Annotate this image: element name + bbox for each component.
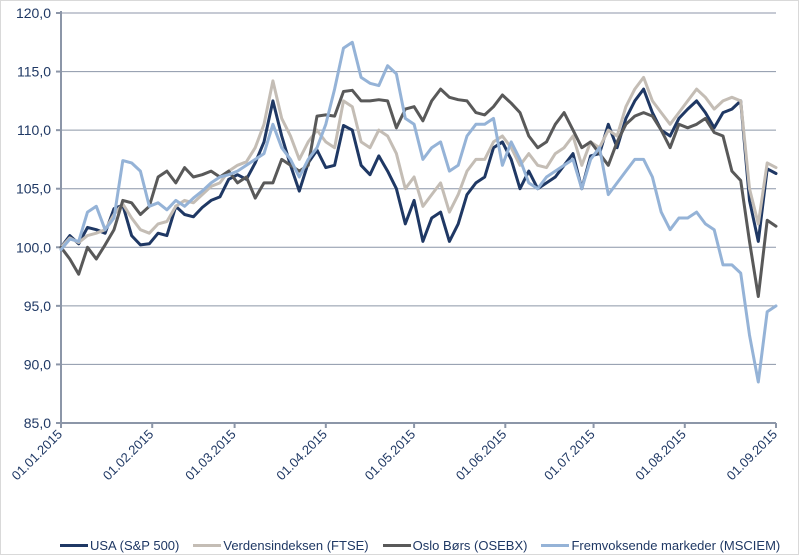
series-line-3 [59, 40, 778, 384]
legend-item-usa[interactable]: USA (S&P 500) [60, 538, 179, 553]
x-tick-label: 01.02.2015 [100, 427, 157, 484]
x-tick-label: 01.03.2015 [182, 427, 239, 484]
legend-swatch-usa [60, 543, 88, 547]
x-axis: 01.01.2015 01.02.2015 01.03.2015 01.04.2015… [8, 422, 780, 484]
legend-item-msciem[interactable]: Fremvoksende markeder (MSCIEM) [541, 538, 780, 553]
legend-item-osebx[interactable]: Oslo Børs (OSEBX) [382, 537, 528, 553]
legend-label-osebx: Oslo Børs (OSEBX) [412, 537, 528, 553]
legend: USA (S&P 500) Verdensindeksen (FTSE) Osl… [60, 536, 794, 554]
y-axis: 85,0 90,0 95,0 100,0 105,0 110,0 115,0 120,0 [16, 5, 62, 431]
x-tick-label: 01.09.2015 [723, 427, 780, 484]
y-tick-label: 115,0 [17, 64, 51, 80]
y-tick-label: 110,0 [17, 122, 51, 138]
legend-label-msciem: Fremvoksende markeder (MSCIEM) [571, 537, 781, 553]
legend-swatch-ftse [193, 543, 222, 547]
legend-swatch-osebx [382, 543, 411, 547]
gridlines [61, 12, 776, 365]
x-tick-label: 01.07.2015 [541, 427, 598, 484]
x-tick-label: 01.01.2015 [8, 427, 65, 484]
y-tick-label: 120,0 [16, 5, 51, 21]
x-tick-label: 01.08.2015 [632, 427, 689, 484]
legend-label-ftse: Verdensindeksen (FTSE) [223, 537, 369, 553]
x-tick-label: 01.04.2015 [273, 427, 330, 484]
y-tick-label: 90,0 [24, 356, 51, 372]
y-tick-label: 100,0 [16, 239, 51, 255]
x-tick-label: 01.06.2015 [453, 427, 510, 484]
legend-item-ftse[interactable]: Verdensindeksen (FTSE) [193, 537, 369, 553]
x-tick-label: 01.05.2015 [362, 427, 419, 484]
legend-label-usa: USA (S&P 500) [90, 537, 180, 553]
y-tick-label: 85,0 [24, 415, 51, 431]
y-tick-label: 95,0 [24, 298, 51, 314]
legend-swatch-msciem [541, 543, 570, 547]
y-tick-label: 105,0 [16, 181, 51, 197]
series-lines [59, 40, 778, 384]
series-line-2 [59, 87, 778, 298]
